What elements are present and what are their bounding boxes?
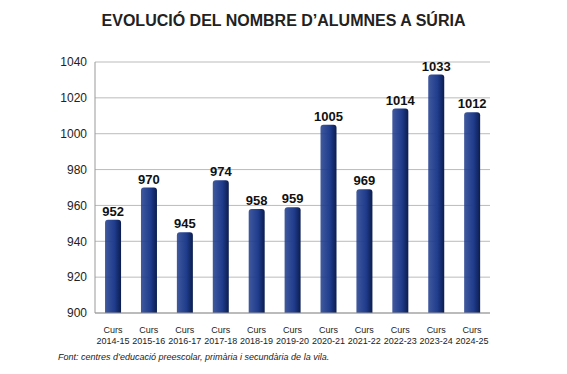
svg-text:Curs2023-24: Curs2023-24	[420, 325, 453, 346]
html-text:EVOLUCIÓ DEL NOMBRE D’ALUMNES: EVOLUCIÓ DEL NOMBRE D’ALUMNES A SÚRIA	[101, 12, 466, 29]
svg-text:1033: 1033	[422, 59, 451, 74]
svg-text:940: 940	[67, 235, 87, 249]
svg-text:900: 900	[67, 306, 87, 320]
svg-text:Curs2019-20: Curs2019-20	[276, 325, 309, 346]
svg-text:Curs2021-22: Curs2021-22	[348, 325, 381, 346]
svg-text:980: 980	[67, 163, 87, 177]
svg-text:1012: 1012	[458, 96, 487, 111]
svg-text:952: 952	[102, 204, 124, 219]
svg-text:Curs2024-25: Curs2024-25	[456, 325, 489, 346]
svg-text:920: 920	[67, 270, 87, 284]
svg-text:969: 969	[354, 173, 376, 188]
svg-text:970: 970	[138, 172, 160, 187]
svg-text:Curs2016-17: Curs2016-17	[168, 325, 201, 346]
svg-text:Curs2015-16: Curs2015-16	[132, 325, 165, 346]
svg-text:958: 958	[246, 193, 268, 208]
svg-text:Curs2014-15: Curs2014-15	[96, 325, 129, 346]
svg-text:974: 974	[210, 164, 232, 179]
svg-text:959: 959	[282, 191, 304, 206]
svg-text:1000: 1000	[60, 127, 87, 141]
svg-text:945: 945	[174, 216, 196, 231]
svg-text:Curs2017-18: Curs2017-18	[204, 325, 237, 346]
svg-text:1040: 1040	[60, 55, 87, 69]
svg-text:Curs2018-19: Curs2018-19	[240, 325, 273, 346]
svg-text:1020: 1020	[60, 91, 87, 105]
svg-text:960: 960	[67, 199, 87, 213]
html-text:Font: centres d’educació prees: Font: centres d’educació preescolar, pri…	[58, 352, 330, 362]
svg-text:Curs2022-23: Curs2022-23	[384, 325, 417, 346]
svg-text:Curs2020-21: Curs2020-21	[312, 325, 345, 346]
svg-text:1014: 1014	[386, 93, 416, 108]
svg-text:1005: 1005	[314, 109, 343, 124]
